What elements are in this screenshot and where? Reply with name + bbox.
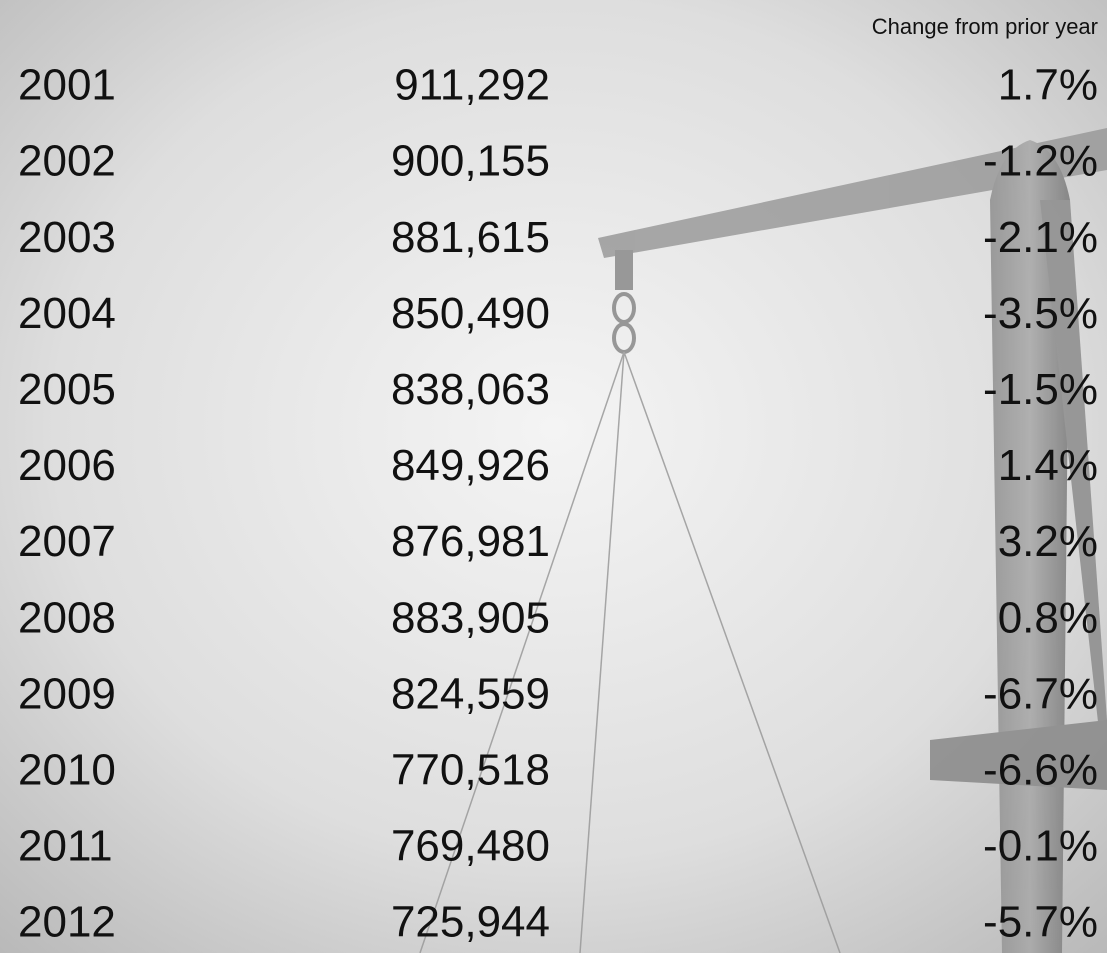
year-cell: 2001 [18, 61, 116, 110]
table-row: 2008 883,905 0.8% [18, 593, 1098, 642]
value-cell: 770,518 [391, 746, 550, 795]
year-cell: 2010 [18, 746, 116, 795]
change-cell: 1.7% [998, 61, 1098, 110]
value-cell: 838,063 [391, 365, 550, 414]
table-row: 2002 900,155 -1.2% [18, 137, 1098, 186]
value-cell: 769,480 [391, 822, 550, 871]
change-cell: -1.2% [983, 137, 1098, 186]
change-cell: -6.7% [983, 669, 1098, 718]
value-cell: 883,905 [391, 593, 550, 642]
value-cell: 900,155 [391, 137, 550, 186]
year-cell: 2008 [18, 593, 116, 642]
change-cell: 0.8% [998, 593, 1098, 642]
change-cell: 3.2% [998, 517, 1098, 566]
change-cell: -6.6% [983, 746, 1098, 795]
change-cell: -3.5% [983, 289, 1098, 338]
change-cell: -0.1% [983, 822, 1098, 871]
change-cell: -1.5% [983, 365, 1098, 414]
table-row: 2007 876,981 3.2% [18, 517, 1098, 566]
year-cell: 2011 [18, 822, 113, 871]
year-cell: 2005 [18, 365, 116, 414]
year-cell: 2012 [18, 898, 116, 947]
table-row: 2003 881,615 -2.1% [18, 213, 1098, 262]
change-cell: -5.7% [983, 898, 1098, 947]
year-cell: 2002 [18, 137, 116, 186]
table-row: 2009 824,559 -6.7% [18, 669, 1098, 718]
value-cell: 876,981 [391, 517, 550, 566]
value-cell: 824,559 [391, 669, 550, 718]
year-cell: 2006 [18, 441, 116, 490]
year-cell: 2003 [18, 213, 116, 262]
table-row: 2005 838,063 -1.5% [18, 365, 1098, 414]
table-body: 2001 911,292 1.7% 2002 900,155 -1.2% 2003 881,6… [18, 61, 1098, 947]
column-header: Change from prior year [872, 14, 1098, 39]
table-row: 2010 770,518 -6.6% [18, 746, 1098, 795]
value-cell: 725,944 [391, 898, 550, 947]
table-row: 2011 769,480 -0.1% [18, 822, 1098, 871]
change-cell: 1.4% [998, 441, 1098, 490]
value-cell: 850,490 [391, 289, 550, 338]
table-row: 2012 725,944 -5.7% [18, 898, 1098, 947]
table-row: 2001 911,292 1.7% [18, 61, 1098, 110]
change-cell: -2.1% [983, 213, 1098, 262]
year-cell: 2007 [18, 517, 116, 566]
scale-illustration [419, 128, 1107, 953]
year-cell: 2004 [18, 289, 116, 338]
value-cell: 849,926 [391, 441, 550, 490]
value-cell: 881,615 [391, 213, 550, 262]
value-cell: 911,292 [394, 61, 550, 110]
table-row: 2006 849,926 1.4% [18, 441, 1098, 490]
year-cell: 2009 [18, 669, 116, 718]
table-row: 2004 850,490 -3.5% [18, 289, 1098, 338]
